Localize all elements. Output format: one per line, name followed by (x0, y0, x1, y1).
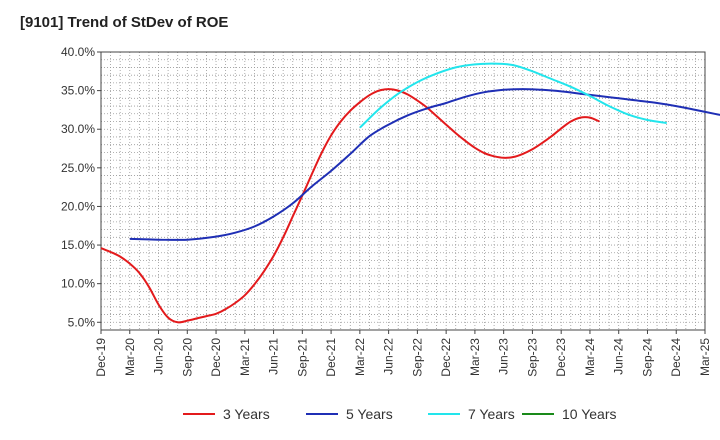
legend-label-7-years: 7 Years (468, 406, 515, 422)
y-tick-label: 15.0% (61, 238, 95, 252)
series-lines (100, 62, 720, 324)
x-tick-label: Jun-20 (152, 338, 166, 375)
series-line-7-years (359, 62, 667, 129)
y-axis-ticks: 5.0% 10.0% 15.0% 20.0% 25.0% 30.0% 35.0% 40.0% (61, 45, 101, 329)
x-tick-label: Jun-21 (267, 338, 281, 375)
y-tick-label: 20.0% (61, 199, 95, 213)
legend-label-10-years: 10 Years (562, 406, 617, 422)
chart-title: [9101] Trend of StDev of ROE (20, 14, 229, 31)
x-tick-label: Jun-24 (612, 338, 626, 375)
x-tick-label: Mar-25 (698, 338, 712, 376)
x-tick-label: Jun-23 (497, 338, 511, 375)
y-tick-label: 10.0% (61, 277, 95, 291)
series-line-3-years (100, 88, 600, 324)
x-tick-label: Dec-24 (669, 338, 683, 377)
legend: 3 Years 5 Years 7 Years 10 Years (183, 406, 617, 422)
x-tick-label: Dec-22 (439, 338, 453, 377)
x-tick-label: Sep-21 (295, 338, 309, 377)
legend-label-3-years: 3 Years (223, 406, 270, 422)
x-tick-label: Sep-22 (410, 338, 424, 377)
y-tick-label: 40.0% (61, 45, 95, 59)
grid-lines (101, 52, 705, 330)
x-tick-label: Jun-22 (382, 338, 396, 375)
x-tick-label: Mar-21 (238, 338, 252, 376)
x-tick-label: Dec-21 (324, 338, 338, 377)
x-axis-ticks: Dec-19 Mar-20 Jun-20 Sep-20 Dec-20 Mar-21 Jun-… (94, 330, 712, 377)
x-tick-label: Dec-23 (554, 338, 568, 377)
y-tick-label: 25.0% (61, 161, 95, 175)
x-tick-label: Sep-20 (180, 338, 194, 377)
series-line-5-years (129, 88, 720, 241)
y-tick-label: 35.0% (61, 84, 95, 98)
x-tick-label: Sep-23 (525, 338, 539, 377)
y-tick-label: 5.0% (68, 315, 96, 329)
plot-frame (100, 51, 706, 331)
legend-label-5-years: 5 Years (346, 406, 393, 422)
x-tick-label: Mar-23 (468, 338, 482, 376)
x-tick-label: Mar-22 (353, 338, 367, 376)
x-tick-label: Dec-19 (94, 338, 108, 377)
x-tick-label: Dec-20 (209, 338, 223, 377)
x-tick-label: Mar-20 (123, 338, 137, 376)
x-tick-label: Sep-24 (640, 338, 654, 377)
y-tick-label: 30.0% (61, 122, 95, 136)
x-tick-label: Mar-24 (583, 338, 597, 376)
